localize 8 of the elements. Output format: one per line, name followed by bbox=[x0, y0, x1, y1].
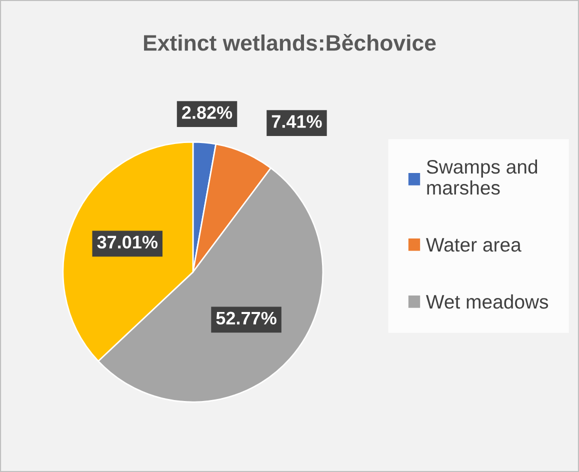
data-label: 2.82% bbox=[182, 106, 232, 119]
chart-title: Extinct wetlands:Běchovice bbox=[144, 34, 436, 51]
legend-label: Wet meadows bbox=[426, 294, 548, 309]
data-label: 7.41% bbox=[272, 115, 322, 128]
data-label: 37.01% bbox=[97, 236, 158, 249]
legend-label: Swamps and marshes bbox=[426, 159, 538, 195]
data-label: 52.77% bbox=[216, 312, 276, 325]
legend-label: Water area bbox=[426, 238, 522, 252]
